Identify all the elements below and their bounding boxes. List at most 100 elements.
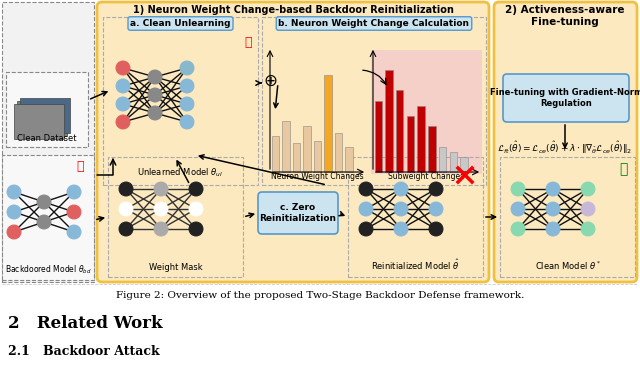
Text: Backdoored Model $\theta_{bd}$: Backdoored Model $\theta_{bd}$ [4, 264, 92, 276]
Circle shape [116, 115, 130, 129]
Bar [6, 72, 88, 147]
Circle shape [394, 222, 408, 236]
Bar [103, 17, 258, 185]
Circle shape [394, 202, 408, 216]
Bar [262, 17, 486, 185]
Bar [417, 106, 425, 172]
FancyBboxPatch shape [503, 74, 629, 122]
Text: Neuron Weight Changes: Neuron Weight Changes [271, 172, 364, 181]
Bar [303, 126, 310, 172]
Bar [406, 116, 414, 172]
Text: 🛡: 🛡 [619, 162, 627, 176]
Bar [439, 147, 446, 172]
Circle shape [37, 215, 51, 229]
Circle shape [180, 61, 194, 75]
Circle shape [511, 222, 525, 236]
Circle shape [546, 222, 560, 236]
Text: Clean Dataset: Clean Dataset [17, 134, 77, 143]
Circle shape [116, 61, 130, 75]
Circle shape [189, 202, 203, 216]
Text: 2) Activeness-aware
Fine-tuning: 2) Activeness-aware Fine-tuning [505, 5, 625, 28]
Bar [17, 101, 67, 136]
Circle shape [7, 225, 21, 239]
Bar [271, 136, 279, 172]
Circle shape [119, 182, 133, 196]
Circle shape [511, 182, 525, 196]
Circle shape [148, 106, 162, 120]
Text: Fine-tuning with Gradient-Norm
Regulation: Fine-tuning with Gradient-Norm Regulatio… [490, 88, 640, 108]
Bar [348, 157, 483, 277]
Circle shape [511, 202, 525, 216]
Circle shape [148, 70, 162, 84]
Text: 1) Neuron Weight Change-based Backdoor Reinitialization: 1) Neuron Weight Change-based Backdoor R… [132, 5, 453, 15]
Circle shape [67, 185, 81, 199]
Circle shape [581, 182, 595, 196]
Text: $\mathcal{L}_{ft}(\hat{\theta}) = \mathcal{L}_{ce}(\hat{\theta}) + \lambda \cdot: $\mathcal{L}_{ft}(\hat{\theta}) = \mathc… [497, 139, 632, 156]
Circle shape [189, 182, 203, 196]
Bar [371, 50, 482, 174]
Circle shape [37, 195, 51, 209]
Bar [346, 147, 353, 172]
Circle shape [7, 185, 21, 199]
Bar [14, 104, 64, 139]
FancyBboxPatch shape [258, 192, 338, 234]
Circle shape [116, 97, 130, 111]
Circle shape [581, 202, 595, 216]
Circle shape [394, 182, 408, 196]
Circle shape [67, 205, 81, 219]
FancyBboxPatch shape [97, 2, 489, 282]
Bar [428, 126, 436, 172]
Circle shape [189, 222, 203, 236]
Bar [500, 157, 635, 277]
Circle shape [180, 79, 194, 93]
Circle shape [359, 222, 373, 236]
Text: 2   Related Work: 2 Related Work [8, 315, 163, 332]
Bar [20, 98, 70, 133]
Bar [2, 2, 94, 282]
Circle shape [180, 115, 194, 129]
Text: $\oplus$: $\oplus$ [263, 72, 277, 90]
Circle shape [429, 222, 443, 236]
Circle shape [154, 182, 168, 196]
Circle shape [154, 202, 168, 216]
Circle shape [67, 225, 81, 239]
Bar [108, 157, 243, 277]
Bar [460, 157, 468, 172]
Text: c. Zero
Reinitialization: c. Zero Reinitialization [259, 203, 337, 223]
Circle shape [116, 79, 130, 93]
Circle shape [429, 202, 443, 216]
Bar [282, 121, 289, 172]
Text: Reinitialized Model $\hat{\theta}$: Reinitialized Model $\hat{\theta}$ [371, 257, 460, 272]
Text: Figure 2: Overview of the proposed Two-Stage Backdoor Defense framework.: Figure 2: Overview of the proposed Two-S… [116, 291, 524, 300]
Bar [385, 70, 393, 172]
Bar [335, 133, 342, 172]
Text: Subweight Changes: Subweight Changes [388, 172, 465, 181]
Circle shape [180, 97, 194, 111]
Bar [314, 141, 321, 172]
Text: 🔒: 🔒 [76, 161, 84, 173]
Bar [2, 155, 94, 280]
Text: Unlearned Model $\theta_{ul}$: Unlearned Model $\theta_{ul}$ [138, 167, 223, 179]
Circle shape [546, 202, 560, 216]
Circle shape [119, 202, 133, 216]
Text: 🔒: 🔒 [244, 37, 252, 49]
Circle shape [119, 222, 133, 236]
Bar [292, 143, 300, 172]
Circle shape [154, 222, 168, 236]
Circle shape [359, 202, 373, 216]
Text: Clean Model $\theta^*$: Clean Model $\theta^*$ [534, 260, 600, 272]
Bar [396, 90, 403, 172]
Text: a. Clean Unlearning: a. Clean Unlearning [131, 19, 231, 28]
Circle shape [581, 222, 595, 236]
Circle shape [359, 182, 373, 196]
Text: b. Neuron Weight Change Calculation: b. Neuron Weight Change Calculation [278, 19, 470, 28]
FancyBboxPatch shape [494, 2, 637, 282]
Circle shape [7, 205, 21, 219]
Circle shape [148, 88, 162, 102]
Bar [374, 101, 382, 172]
Circle shape [546, 182, 560, 196]
Text: Weight Mask: Weight Mask [148, 263, 202, 272]
Bar [324, 75, 332, 172]
Circle shape [429, 182, 443, 196]
Text: 2.1   Backdoor Attack: 2.1 Backdoor Attack [8, 345, 159, 358]
